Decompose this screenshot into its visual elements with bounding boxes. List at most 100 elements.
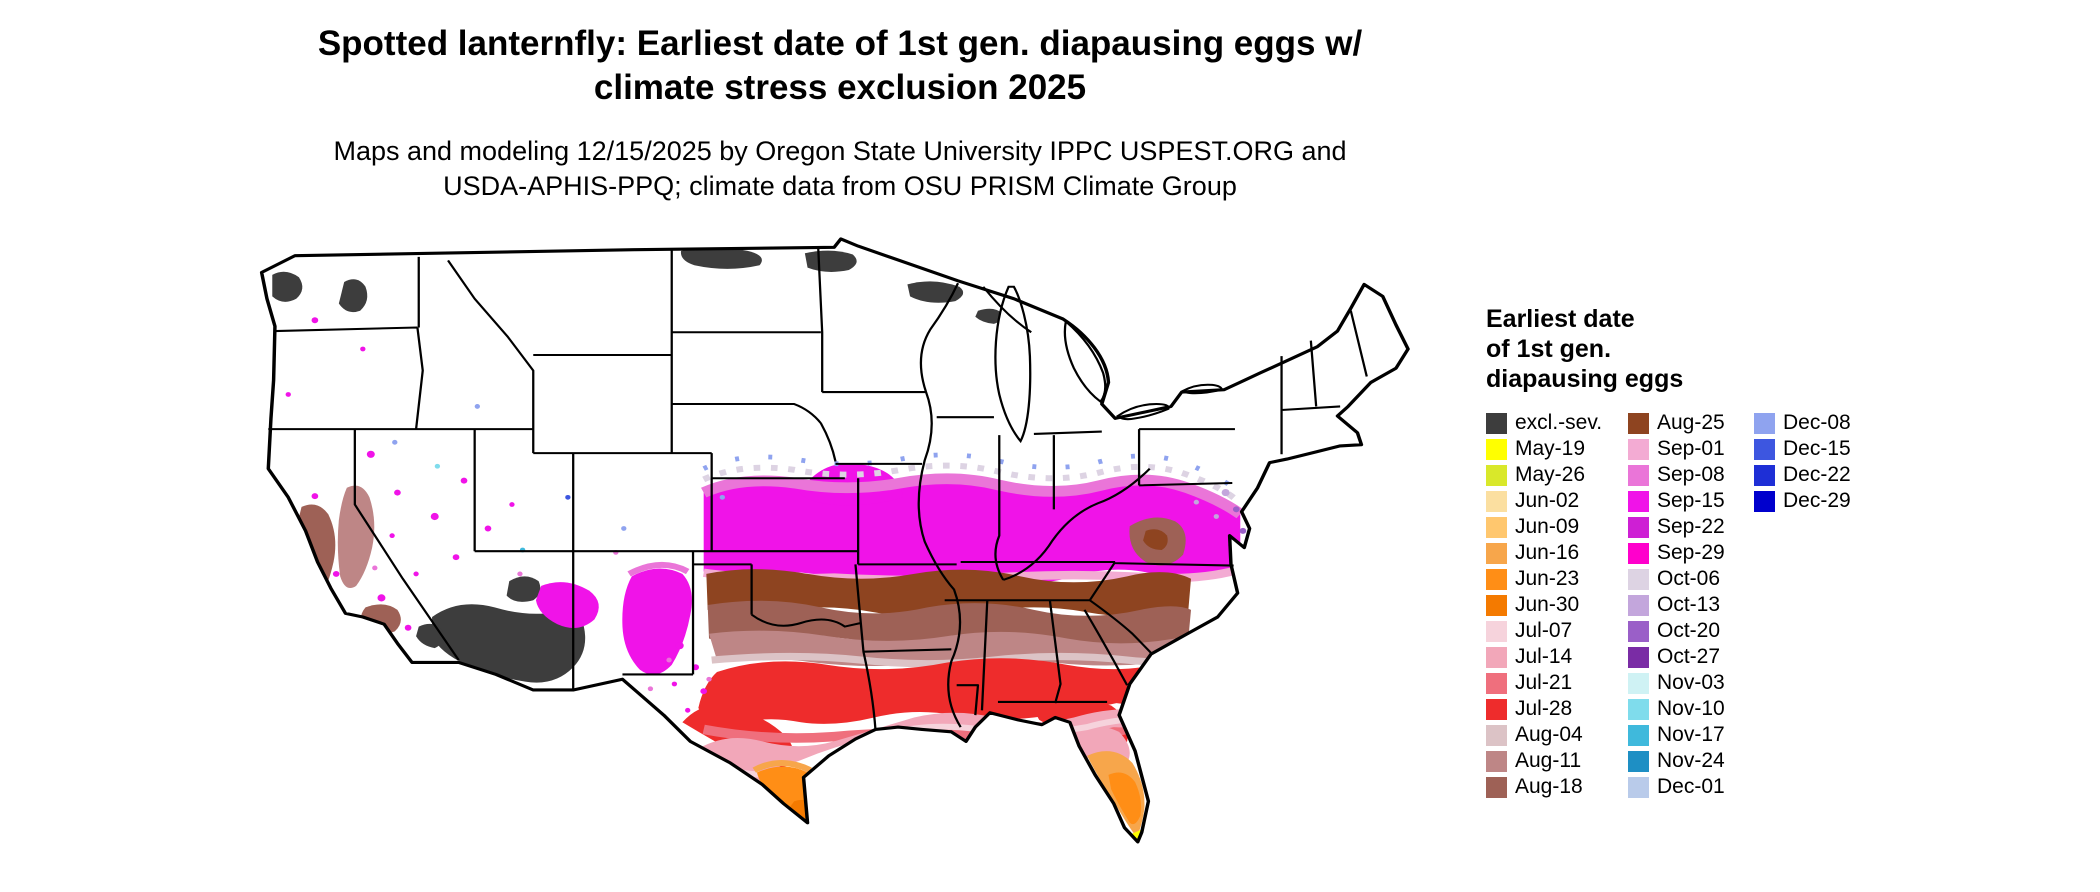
legend-label: Sep-22 (1657, 515, 1725, 538)
legend-swatch (1628, 776, 1649, 798)
legend-label: Dec-15 (1783, 437, 1851, 460)
legend-item: Sep-22 (1628, 514, 1725, 540)
map-subtitle-line1: Maps and modeling 12/15/2025 by Oregon S… (333, 136, 1347, 166)
legend-swatch (1486, 672, 1507, 694)
legend-label: excl.-sev. (1515, 411, 1603, 434)
legend-item: Jun-23 (1486, 566, 1602, 592)
legend-swatch (1628, 568, 1649, 590)
legend-columns: excl.-sev. May-19 May-26 Jun-02 Jun-09 J… (1486, 410, 2046, 810)
legend-label: Jun-09 (1515, 515, 1580, 538)
legend-swatch (1628, 698, 1649, 720)
map-legend: Earliest date of 1st gen. diapausing egg… (1486, 304, 2046, 810)
map-title-line1: Spotted lanternfly: Earliest date of 1st… (317, 24, 1363, 63)
legend-label: Jul-07 (1515, 619, 1573, 642)
us-map-svg (259, 237, 1410, 844)
speckles-oct13 (1193, 488, 1230, 519)
legend-column-1: excl.-sev. May-19 May-26 Jun-02 Jun-09 J… (1486, 410, 1602, 800)
band-aug25 (706, 569, 1192, 617)
legend-item: Jun-02 (1486, 488, 1602, 514)
legend-label: Aug-11 (1515, 749, 1582, 772)
legend-item: Jul-07 (1486, 618, 1602, 644)
map-subtitle-line2: USDA-APHIS-PPQ; climate data from OSU PR… (443, 171, 1237, 201)
legend-item: Sep-01 (1628, 436, 1725, 462)
speckles-dec08 (392, 404, 725, 531)
lake-huron (1063, 319, 1107, 404)
legend-item: Dec-22 (1754, 462, 1851, 488)
fringe-oct06 (702, 462, 1239, 502)
legend-label: Aug-25 (1657, 411, 1725, 434)
orange-south-texas-core (788, 799, 813, 828)
legend-label: May-26 (1515, 463, 1586, 486)
legend-item: excl.-sev. (1486, 410, 1602, 436)
legend-item: Nov-10 (1628, 696, 1725, 722)
legend-label: Jul-21 (1515, 671, 1573, 694)
legend-label: Jun-16 (1515, 541, 1580, 564)
legend-label: Oct-27 (1657, 645, 1721, 668)
legend-column-3: Dec-08 Dec-15 Dec-22 Dec-29 (1754, 410, 1851, 514)
legend-label: Oct-06 (1657, 567, 1721, 590)
legend-item: Aug-25 (1628, 410, 1725, 436)
legend-item: Aug-18 (1486, 774, 1602, 800)
legend-item: Dec-29 (1754, 488, 1851, 514)
legend-item: Oct-06 (1628, 566, 1725, 592)
legend-swatch (1486, 490, 1507, 512)
legend-swatch (1628, 594, 1649, 616)
legend-item: Nov-03 (1628, 670, 1725, 696)
map-raster-layer (261, 238, 1409, 842)
legend-item: Jul-21 (1486, 670, 1602, 696)
legend-label: Dec-01 (1657, 775, 1725, 798)
legend-swatch (1486, 594, 1507, 616)
legend-item: Oct-20 (1628, 618, 1725, 644)
legend-item: Jun-09 (1486, 514, 1602, 540)
legend-column-2: Aug-25 Sep-01 Sep-08 Sep-15 Sep-22 Sep-2… (1628, 410, 1725, 800)
legend-label: Aug-18 (1515, 775, 1583, 798)
legend-item: Aug-04 (1486, 722, 1602, 748)
orange-florida-core (1108, 772, 1142, 825)
legend-title: Earliest date of 1st gen. diapausing egg… (1486, 304, 2046, 394)
map-title-line2: climate stress exclusion 2025 (593, 68, 1087, 107)
legend-item: Dec-15 (1754, 436, 1851, 462)
fringe-jun16-texas (752, 759, 812, 773)
speckles-dec15 (565, 494, 571, 500)
legend-swatch (1486, 620, 1507, 642)
legend-label: Dec-22 (1783, 463, 1851, 486)
legend-swatch (1754, 412, 1775, 434)
legend-item: May-19 (1486, 436, 1602, 462)
legend-swatch (1628, 490, 1649, 512)
us-map (235, 215, 1440, 885)
legend-item: Jun-16 (1486, 540, 1602, 566)
legend-label: Nov-10 (1657, 697, 1725, 720)
legend-swatch (1486, 724, 1507, 746)
magenta-az-rim (535, 582, 599, 629)
legend-swatch (1486, 750, 1507, 772)
legend-swatch (1486, 464, 1507, 486)
legend-item: May-26 (1486, 462, 1602, 488)
legend-item: Dec-01 (1628, 774, 1725, 800)
brown-appalachia-core (1143, 529, 1168, 550)
legend-label: Nov-03 (1657, 671, 1725, 694)
legend-label: Nov-17 (1657, 723, 1725, 746)
legend-item: Jul-28 (1486, 696, 1602, 722)
legend-label: Sep-01 (1657, 437, 1725, 460)
band-september (703, 478, 1241, 585)
legend-swatch (1486, 776, 1507, 798)
legend-label: Sep-15 (1657, 489, 1725, 512)
legend-label: Jun-02 (1515, 489, 1580, 512)
legend-item: Jul-14 (1486, 644, 1602, 670)
orange-south-texas (756, 766, 820, 833)
legend-swatch (1754, 438, 1775, 460)
legend-label: Nov-24 (1657, 749, 1725, 772)
band-aug18 (707, 600, 1192, 646)
fringe-nm-orchid (627, 561, 690, 577)
legend-swatch (1628, 516, 1649, 538)
legend-label: Jun-30 (1515, 593, 1580, 616)
legend-label: Aug-04 (1515, 723, 1583, 746)
legend-item: Oct-13 (1628, 592, 1725, 618)
legend-title-line1: Earliest date (1486, 305, 1635, 333)
magenta-new-mexico (622, 568, 692, 675)
legend-swatch (1628, 438, 1649, 460)
legend-swatch (1754, 490, 1775, 512)
legend-swatch (1628, 542, 1649, 564)
legend-label: Jun-23 (1515, 567, 1580, 590)
legend-item: Nov-24 (1628, 748, 1725, 774)
